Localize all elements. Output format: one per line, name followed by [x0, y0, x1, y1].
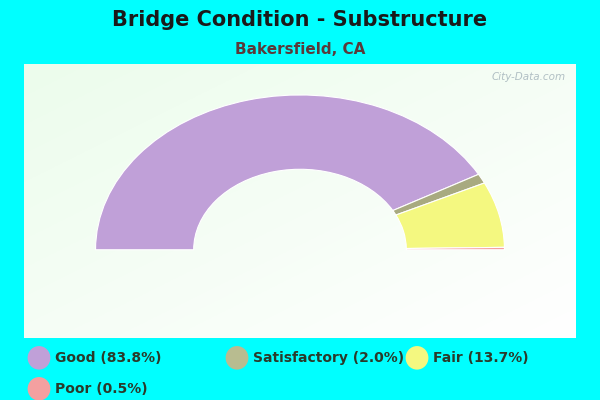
Text: Satisfactory (2.0%): Satisfactory (2.0%)	[253, 351, 404, 365]
Ellipse shape	[28, 346, 50, 370]
Text: Fair (13.7%): Fair (13.7%)	[433, 351, 529, 365]
Wedge shape	[406, 247, 505, 250]
Text: Poor (0.5%): Poor (0.5%)	[55, 382, 148, 396]
Text: City-Data.com: City-Data.com	[491, 72, 566, 82]
Ellipse shape	[226, 346, 248, 370]
Wedge shape	[393, 174, 484, 215]
Wedge shape	[95, 95, 479, 250]
Ellipse shape	[406, 346, 428, 370]
Ellipse shape	[28, 377, 50, 400]
Text: Good (83.8%): Good (83.8%)	[55, 351, 162, 365]
Wedge shape	[396, 183, 505, 248]
Text: Bridge Condition - Substructure: Bridge Condition - Substructure	[112, 10, 488, 30]
Text: Bakersfield, CA: Bakersfield, CA	[235, 42, 365, 57]
